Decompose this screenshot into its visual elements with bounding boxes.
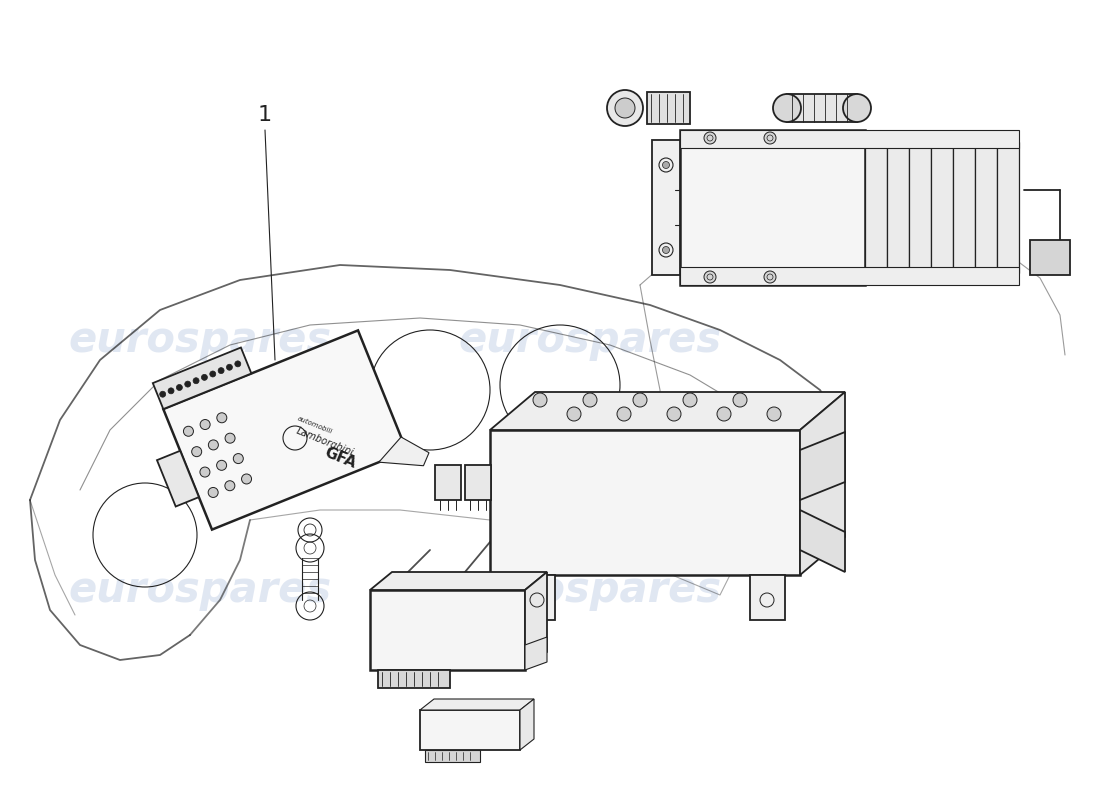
Circle shape xyxy=(208,487,218,498)
Text: eurospares: eurospares xyxy=(459,319,722,361)
Text: 1: 1 xyxy=(257,105,272,125)
Text: automobili: automobili xyxy=(297,415,333,434)
Circle shape xyxy=(767,407,781,421)
Polygon shape xyxy=(378,437,429,466)
Polygon shape xyxy=(975,142,997,273)
Polygon shape xyxy=(370,590,525,670)
Circle shape xyxy=(168,388,174,394)
Polygon shape xyxy=(490,430,800,575)
Polygon shape xyxy=(1030,240,1070,275)
Polygon shape xyxy=(525,572,547,670)
Polygon shape xyxy=(490,392,845,430)
Polygon shape xyxy=(153,347,252,409)
Circle shape xyxy=(717,407,732,421)
Circle shape xyxy=(683,393,697,407)
Polygon shape xyxy=(647,92,690,124)
Circle shape xyxy=(773,94,801,122)
Circle shape xyxy=(662,162,670,169)
Polygon shape xyxy=(465,465,491,500)
Circle shape xyxy=(843,94,871,122)
Circle shape xyxy=(226,433,235,443)
Polygon shape xyxy=(652,140,680,275)
Text: eurospares: eurospares xyxy=(68,319,331,361)
Circle shape xyxy=(185,381,190,387)
Circle shape xyxy=(227,364,232,370)
Polygon shape xyxy=(865,142,887,273)
Circle shape xyxy=(233,454,243,463)
Circle shape xyxy=(176,385,183,390)
Polygon shape xyxy=(800,392,845,575)
Circle shape xyxy=(234,361,241,367)
Circle shape xyxy=(208,440,219,450)
Polygon shape xyxy=(800,510,845,572)
Circle shape xyxy=(200,467,210,477)
Circle shape xyxy=(733,393,747,407)
Text: eurospares: eurospares xyxy=(459,569,722,611)
Polygon shape xyxy=(953,142,975,273)
Polygon shape xyxy=(750,575,785,620)
Circle shape xyxy=(242,474,252,484)
Circle shape xyxy=(667,407,681,421)
Polygon shape xyxy=(163,330,407,530)
Circle shape xyxy=(764,271,776,283)
Polygon shape xyxy=(680,130,865,285)
Circle shape xyxy=(194,378,199,384)
Circle shape xyxy=(764,132,776,144)
Polygon shape xyxy=(887,142,909,273)
Text: Lamborghini: Lamborghini xyxy=(295,426,355,458)
Circle shape xyxy=(200,419,210,430)
Circle shape xyxy=(191,446,201,457)
Circle shape xyxy=(218,368,224,374)
Circle shape xyxy=(632,393,647,407)
Circle shape xyxy=(583,393,597,407)
Text: GFA: GFA xyxy=(322,445,359,471)
Polygon shape xyxy=(425,750,480,762)
Circle shape xyxy=(662,246,670,254)
Circle shape xyxy=(617,407,631,421)
Polygon shape xyxy=(786,94,857,122)
Polygon shape xyxy=(997,142,1019,273)
Circle shape xyxy=(566,407,581,421)
Circle shape xyxy=(704,271,716,283)
Polygon shape xyxy=(157,450,199,506)
Circle shape xyxy=(201,374,208,380)
Circle shape xyxy=(224,481,235,490)
Circle shape xyxy=(615,98,635,118)
Polygon shape xyxy=(520,575,556,620)
Polygon shape xyxy=(931,142,953,273)
Circle shape xyxy=(704,132,716,144)
Circle shape xyxy=(217,460,227,470)
Circle shape xyxy=(160,391,166,398)
Polygon shape xyxy=(420,699,534,710)
Text: eurospares: eurospares xyxy=(68,569,331,611)
Circle shape xyxy=(534,393,547,407)
Polygon shape xyxy=(520,699,534,750)
Circle shape xyxy=(607,90,644,126)
Circle shape xyxy=(210,371,216,377)
Polygon shape xyxy=(800,432,845,500)
Polygon shape xyxy=(909,142,931,273)
Polygon shape xyxy=(420,710,520,750)
Polygon shape xyxy=(680,267,1019,285)
Polygon shape xyxy=(378,670,450,688)
Polygon shape xyxy=(370,572,547,590)
Circle shape xyxy=(184,426,194,436)
Polygon shape xyxy=(680,130,1019,148)
Polygon shape xyxy=(434,465,461,500)
Circle shape xyxy=(217,413,227,422)
Polygon shape xyxy=(525,637,547,670)
